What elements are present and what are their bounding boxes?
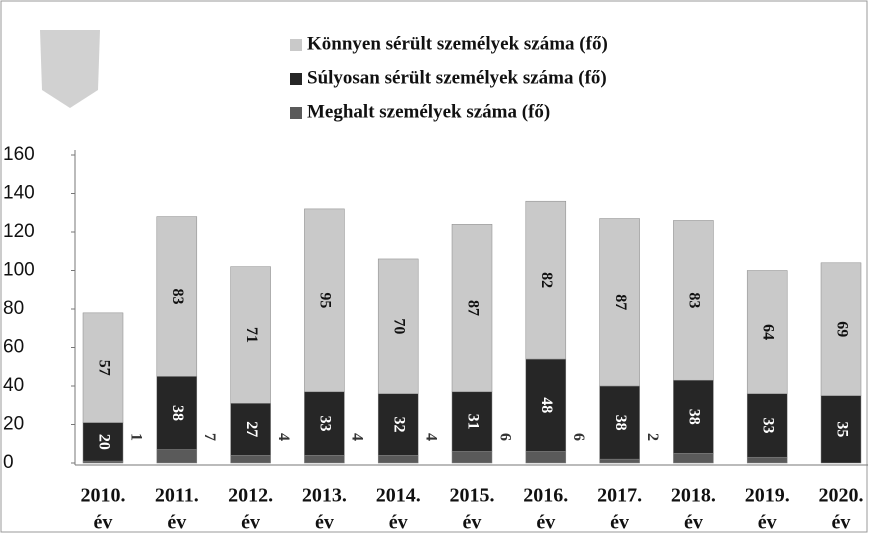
data-label: 38 [169, 405, 186, 421]
chart: 020406080100120140160Könnyen sérült szem… [0, 0, 870, 534]
data-label: 38 [612, 415, 629, 431]
bar-segment [673, 453, 713, 463]
data-label: 71 [243, 327, 260, 343]
x-tick-suffix: év [832, 512, 851, 534]
x-tick-label: 2016. [523, 485, 568, 507]
data-label: 4 [423, 433, 440, 441]
data-label: 35 [833, 421, 850, 437]
x-tick-suffix: év [94, 512, 113, 534]
x-tick-suffix: év [463, 512, 482, 534]
x-tick-suffix: év [315, 512, 334, 534]
x-tick-suffix: év [758, 512, 777, 534]
x-tick-suffix: év [684, 512, 703, 534]
data-label: 83 [169, 288, 186, 304]
bar-segment [231, 455, 271, 463]
x-tick-label: 2014. [376, 485, 421, 507]
x-tick-label: 2010. [81, 485, 126, 507]
y-tick-label: 140 [3, 183, 35, 204]
legend-swatch [290, 107, 302, 119]
data-label: 27 [243, 421, 260, 437]
legend-label: Meghalt személyek száma (fő) [307, 101, 550, 122]
data-label: 1 [127, 433, 144, 441]
bar-segment [157, 450, 197, 463]
x-tick-label: 2012. [228, 485, 273, 507]
x-tick-suffix: év [167, 512, 186, 534]
data-label: 82 [538, 272, 555, 288]
data-label: 6 [496, 433, 513, 441]
x-tick-suffix: év [389, 512, 408, 534]
y-tick-label: 0 [3, 452, 14, 473]
legend-label: Könnyen sérült személyek száma (fő) [307, 33, 608, 54]
y-tick-label: 160 [3, 144, 35, 165]
y-tick-label: 40 [3, 375, 24, 396]
bar-segment [304, 455, 344, 463]
x-tick-label: 2017. [597, 485, 642, 507]
y-tick-label: 20 [3, 414, 24, 435]
data-label: 83 [686, 292, 703, 308]
legend-label: Súlyosan sérült személyek száma (fő) [307, 67, 607, 88]
data-label: 6 [570, 433, 587, 441]
data-label: 48 [538, 397, 555, 413]
data-label: 4 [275, 433, 292, 441]
data-label: 69 [833, 321, 850, 337]
data-label: 87 [464, 300, 481, 316]
x-tick-suffix: év [610, 512, 629, 534]
bar-segment [452, 451, 492, 463]
data-label: 20 [95, 434, 112, 450]
bar-segment [600, 459, 640, 463]
x-tick-suffix: év [536, 512, 555, 534]
data-label: 33 [317, 416, 334, 432]
x-tick-label: 2015. [450, 485, 495, 507]
legend-swatch [290, 73, 302, 85]
data-label: 4 [349, 433, 366, 441]
data-label: 87 [612, 294, 629, 310]
y-tick-label: 80 [3, 298, 24, 319]
data-label: 57 [95, 360, 112, 376]
x-tick-label: 2019. [745, 485, 790, 507]
data-label: 7 [201, 433, 218, 441]
data-label: 33 [760, 417, 777, 433]
y-tick-label: 60 [3, 337, 24, 358]
data-label: 32 [391, 417, 408, 433]
x-tick-label: 2020. [819, 485, 864, 507]
x-tick-label: 2018. [671, 485, 716, 507]
x-tick-label: 2013. [302, 485, 347, 507]
data-label: 64 [760, 324, 777, 340]
legend-swatch [290, 39, 302, 51]
bar-segment [83, 461, 123, 463]
data-label: 95 [317, 292, 334, 308]
y-tick-label: 100 [3, 260, 35, 281]
bar-segment [378, 455, 418, 463]
x-tick-suffix: év [241, 512, 260, 534]
data-label: 2 [644, 433, 661, 441]
data-label: 70 [391, 318, 408, 334]
data-label: 31 [464, 414, 481, 430]
bar-segment [747, 457, 787, 463]
bar-segment [526, 451, 566, 463]
data-label: 38 [686, 409, 703, 425]
y-tick-label: 120 [3, 221, 35, 242]
x-tick-label: 2011. [155, 485, 199, 507]
